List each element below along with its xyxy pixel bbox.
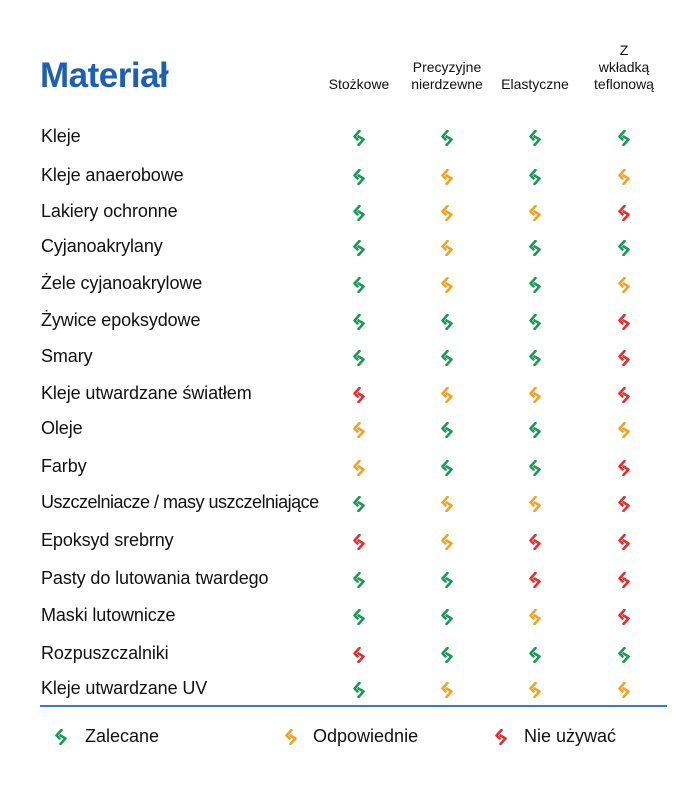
recommended-icon: [353, 130, 365, 146]
not-used-icon: [529, 534, 541, 550]
legend-label: Zalecane: [85, 726, 160, 746]
row-label: Rozpuszczalniki: [41, 643, 169, 663]
recommended-icon: [353, 682, 365, 698]
recommended-icon: [529, 130, 541, 146]
recommended-icon: [529, 314, 541, 330]
not-used-icon: [618, 609, 630, 625]
row-label: Oleje: [41, 418, 83, 438]
recommended-icon: [353, 240, 365, 256]
suitable-icon: [618, 422, 630, 438]
recommended-icon: [353, 496, 365, 512]
recommended-icon: [529, 350, 541, 366]
legend-recommended-icon: [55, 728, 67, 746]
suitable-icon: [529, 682, 541, 698]
not-used-icon: [618, 460, 630, 476]
divider: [40, 705, 667, 707]
suitable-icon: [618, 277, 630, 293]
recommended-icon: [529, 647, 541, 663]
suitable-icon: [441, 682, 453, 698]
suitable-icon: [529, 205, 541, 221]
recommended-icon: [441, 572, 453, 588]
column-header-line: nierdzewne: [411, 76, 483, 92]
not-used-icon: [353, 647, 365, 663]
row-label: Kleje: [41, 126, 81, 146]
recommended-icon: [529, 460, 541, 476]
recommended-icon: [529, 277, 541, 293]
row-label: Kleje utwardzane UV: [41, 678, 208, 698]
page-title: Materiał: [40, 56, 169, 95]
recommended-icon: [618, 240, 630, 256]
row-label: Uszczelniacze / masy uszczelniające: [41, 492, 319, 512]
suitable-icon: [529, 609, 541, 625]
column-header-line: Elastyczne: [501, 76, 569, 92]
row-label: Kleje utwardzane światłem: [41, 383, 252, 403]
suitable-icon: [441, 205, 453, 221]
recommended-icon: [441, 130, 453, 146]
recommended-icon: [353, 572, 365, 588]
recommended-icon: [618, 647, 630, 663]
suitable-icon: [441, 534, 453, 550]
not-used-icon: [618, 350, 630, 366]
row-label: Żele cyjanoakrylowe: [41, 273, 203, 293]
not-used-icon: [618, 205, 630, 221]
row-label: Kleje anaerobowe: [41, 165, 184, 185]
row-label: Lakiery ochronne: [41, 201, 178, 221]
not-used-icon: [618, 496, 630, 512]
row-label: Smary: [41, 346, 93, 366]
suitable-icon: [441, 387, 453, 403]
suitable-icon: [618, 169, 630, 185]
recommended-icon: [618, 130, 630, 146]
recommended-icon: [441, 460, 453, 476]
row-label: Cyjanoakrylany: [41, 236, 163, 256]
recommended-icon: [353, 169, 365, 185]
column-header-line: Precyzyjne: [412, 59, 482, 75]
column-header-line: wkładką: [598, 59, 650, 75]
suitable-icon: [353, 422, 365, 438]
not-used-icon: [353, 534, 365, 550]
suitable-icon: [353, 460, 365, 476]
legend-suitable-icon: [285, 728, 297, 746]
recommended-icon: [441, 350, 453, 366]
column-header-line: teflonową: [594, 76, 654, 92]
suitable-icon: [441, 496, 453, 512]
recommended-icon: [441, 609, 453, 625]
row-label: Farby: [41, 456, 87, 476]
legend-not-used-icon: [495, 728, 507, 746]
recommended-icon: [441, 422, 453, 438]
recommended-icon: [441, 314, 453, 330]
recommended-icon: [441, 647, 453, 663]
recommended-icon: [529, 422, 541, 438]
column-header: Precyzyjne nierdzewne: [411, 59, 483, 93]
suitable-icon: [529, 496, 541, 512]
recommended-icon: [529, 169, 541, 185]
row-label: Maski lutownicze: [41, 605, 176, 625]
not-used-icon: [618, 387, 630, 403]
not-used-icon: [618, 314, 630, 330]
recommended-icon: [529, 240, 541, 256]
not-used-icon: [353, 387, 365, 403]
suitable-icon: [618, 682, 630, 698]
row-label: Pasty do lutowania twardego: [41, 568, 269, 588]
recommended-icon: [353, 314, 365, 330]
column-header-line: Z: [619, 42, 629, 58]
legend-label: Nie używać: [524, 726, 617, 746]
row-label: Żywice epoksydowe: [41, 310, 201, 330]
suitable-icon: [441, 169, 453, 185]
column-header: Stożkowe: [329, 76, 390, 93]
recommended-icon: [353, 277, 365, 293]
suitable-icon: [529, 387, 541, 403]
suitable-icon: [441, 277, 453, 293]
not-used-icon: [529, 572, 541, 588]
recommended-icon: [353, 205, 365, 221]
column-header-line: Stożkowe: [328, 76, 390, 92]
recommended-icon: [353, 350, 365, 366]
column-header: Elastyczne: [501, 76, 569, 93]
suitable-icon: [441, 240, 453, 256]
legend-label: Odpowiednie: [313, 726, 419, 746]
not-used-icon: [618, 534, 630, 550]
recommended-icon: [353, 609, 365, 625]
not-used-icon: [618, 572, 630, 588]
row-label: Epoksyd srebrny: [41, 530, 174, 550]
